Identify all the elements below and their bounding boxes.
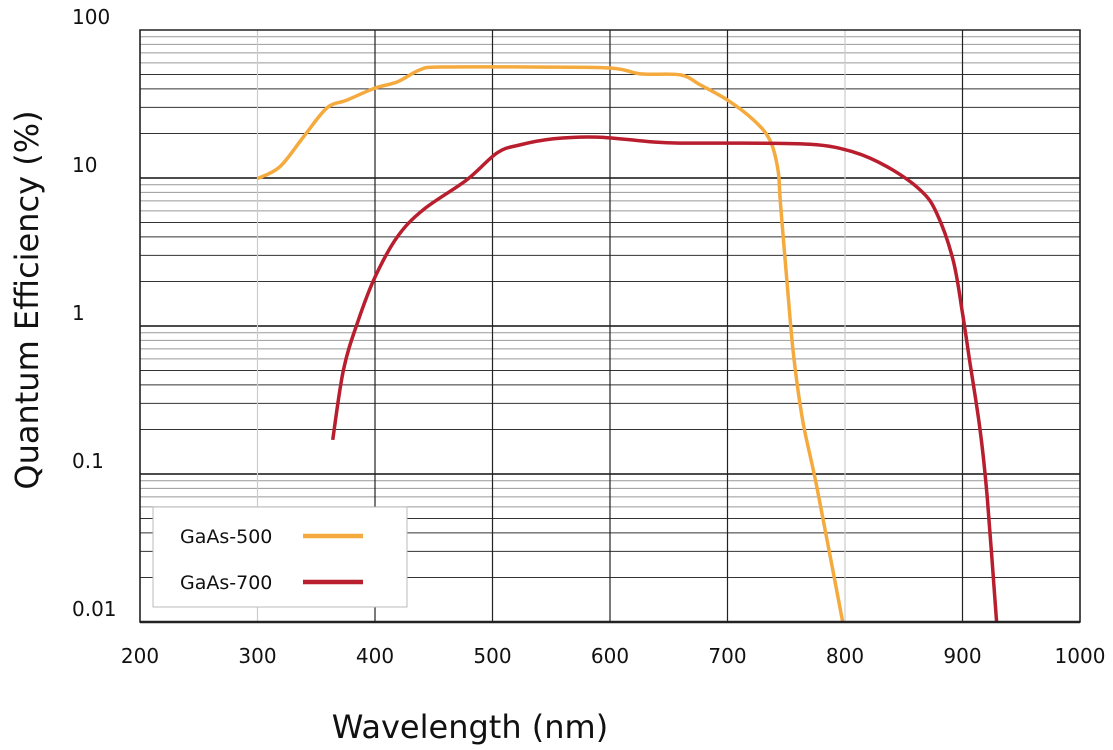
x-tick-label: 1000 <box>1055 644 1106 668</box>
x-tick-label: 300 <box>238 644 276 668</box>
y-tick-label: 100 <box>72 5 110 29</box>
x-tick-label: 800 <box>826 644 864 668</box>
x-tick-labels: 200 300 400 500 600 700 800 900 1000 <box>121 644 1106 668</box>
series-line-gaas-500 <box>256 65 845 623</box>
legend: GaAs-500 GaAs-700 <box>152 506 408 608</box>
x-tick-label: 600 <box>591 644 629 668</box>
legend-label-gaas-500: GaAs-500 <box>180 526 272 548</box>
x-tick-label: 700 <box>708 644 746 668</box>
y-tick-labels: 100 10 1 0.1 0.01 <box>72 5 117 621</box>
x-tick-label: 500 <box>473 644 511 668</box>
y-tick-label: 1 <box>72 301 85 325</box>
y-tick-label: 10 <box>72 153 97 177</box>
x-tick-label: 900 <box>943 644 981 668</box>
series-line-gaas-700 <box>330 135 999 623</box>
x-tick-label: 400 <box>356 644 394 668</box>
legend-label-gaas-700: GaAs-700 <box>180 572 272 594</box>
x-tick-label: 200 <box>121 644 159 668</box>
y-tick-label: 0.1 <box>72 449 104 473</box>
y-tick-label: 0.01 <box>72 597 117 621</box>
x-axis-title: Wavelength (nm) <box>332 708 608 746</box>
y-axis-title: Quantum Efficiency (%) <box>8 110 46 489</box>
series-group <box>256 65 999 623</box>
legend-box <box>152 506 408 608</box>
